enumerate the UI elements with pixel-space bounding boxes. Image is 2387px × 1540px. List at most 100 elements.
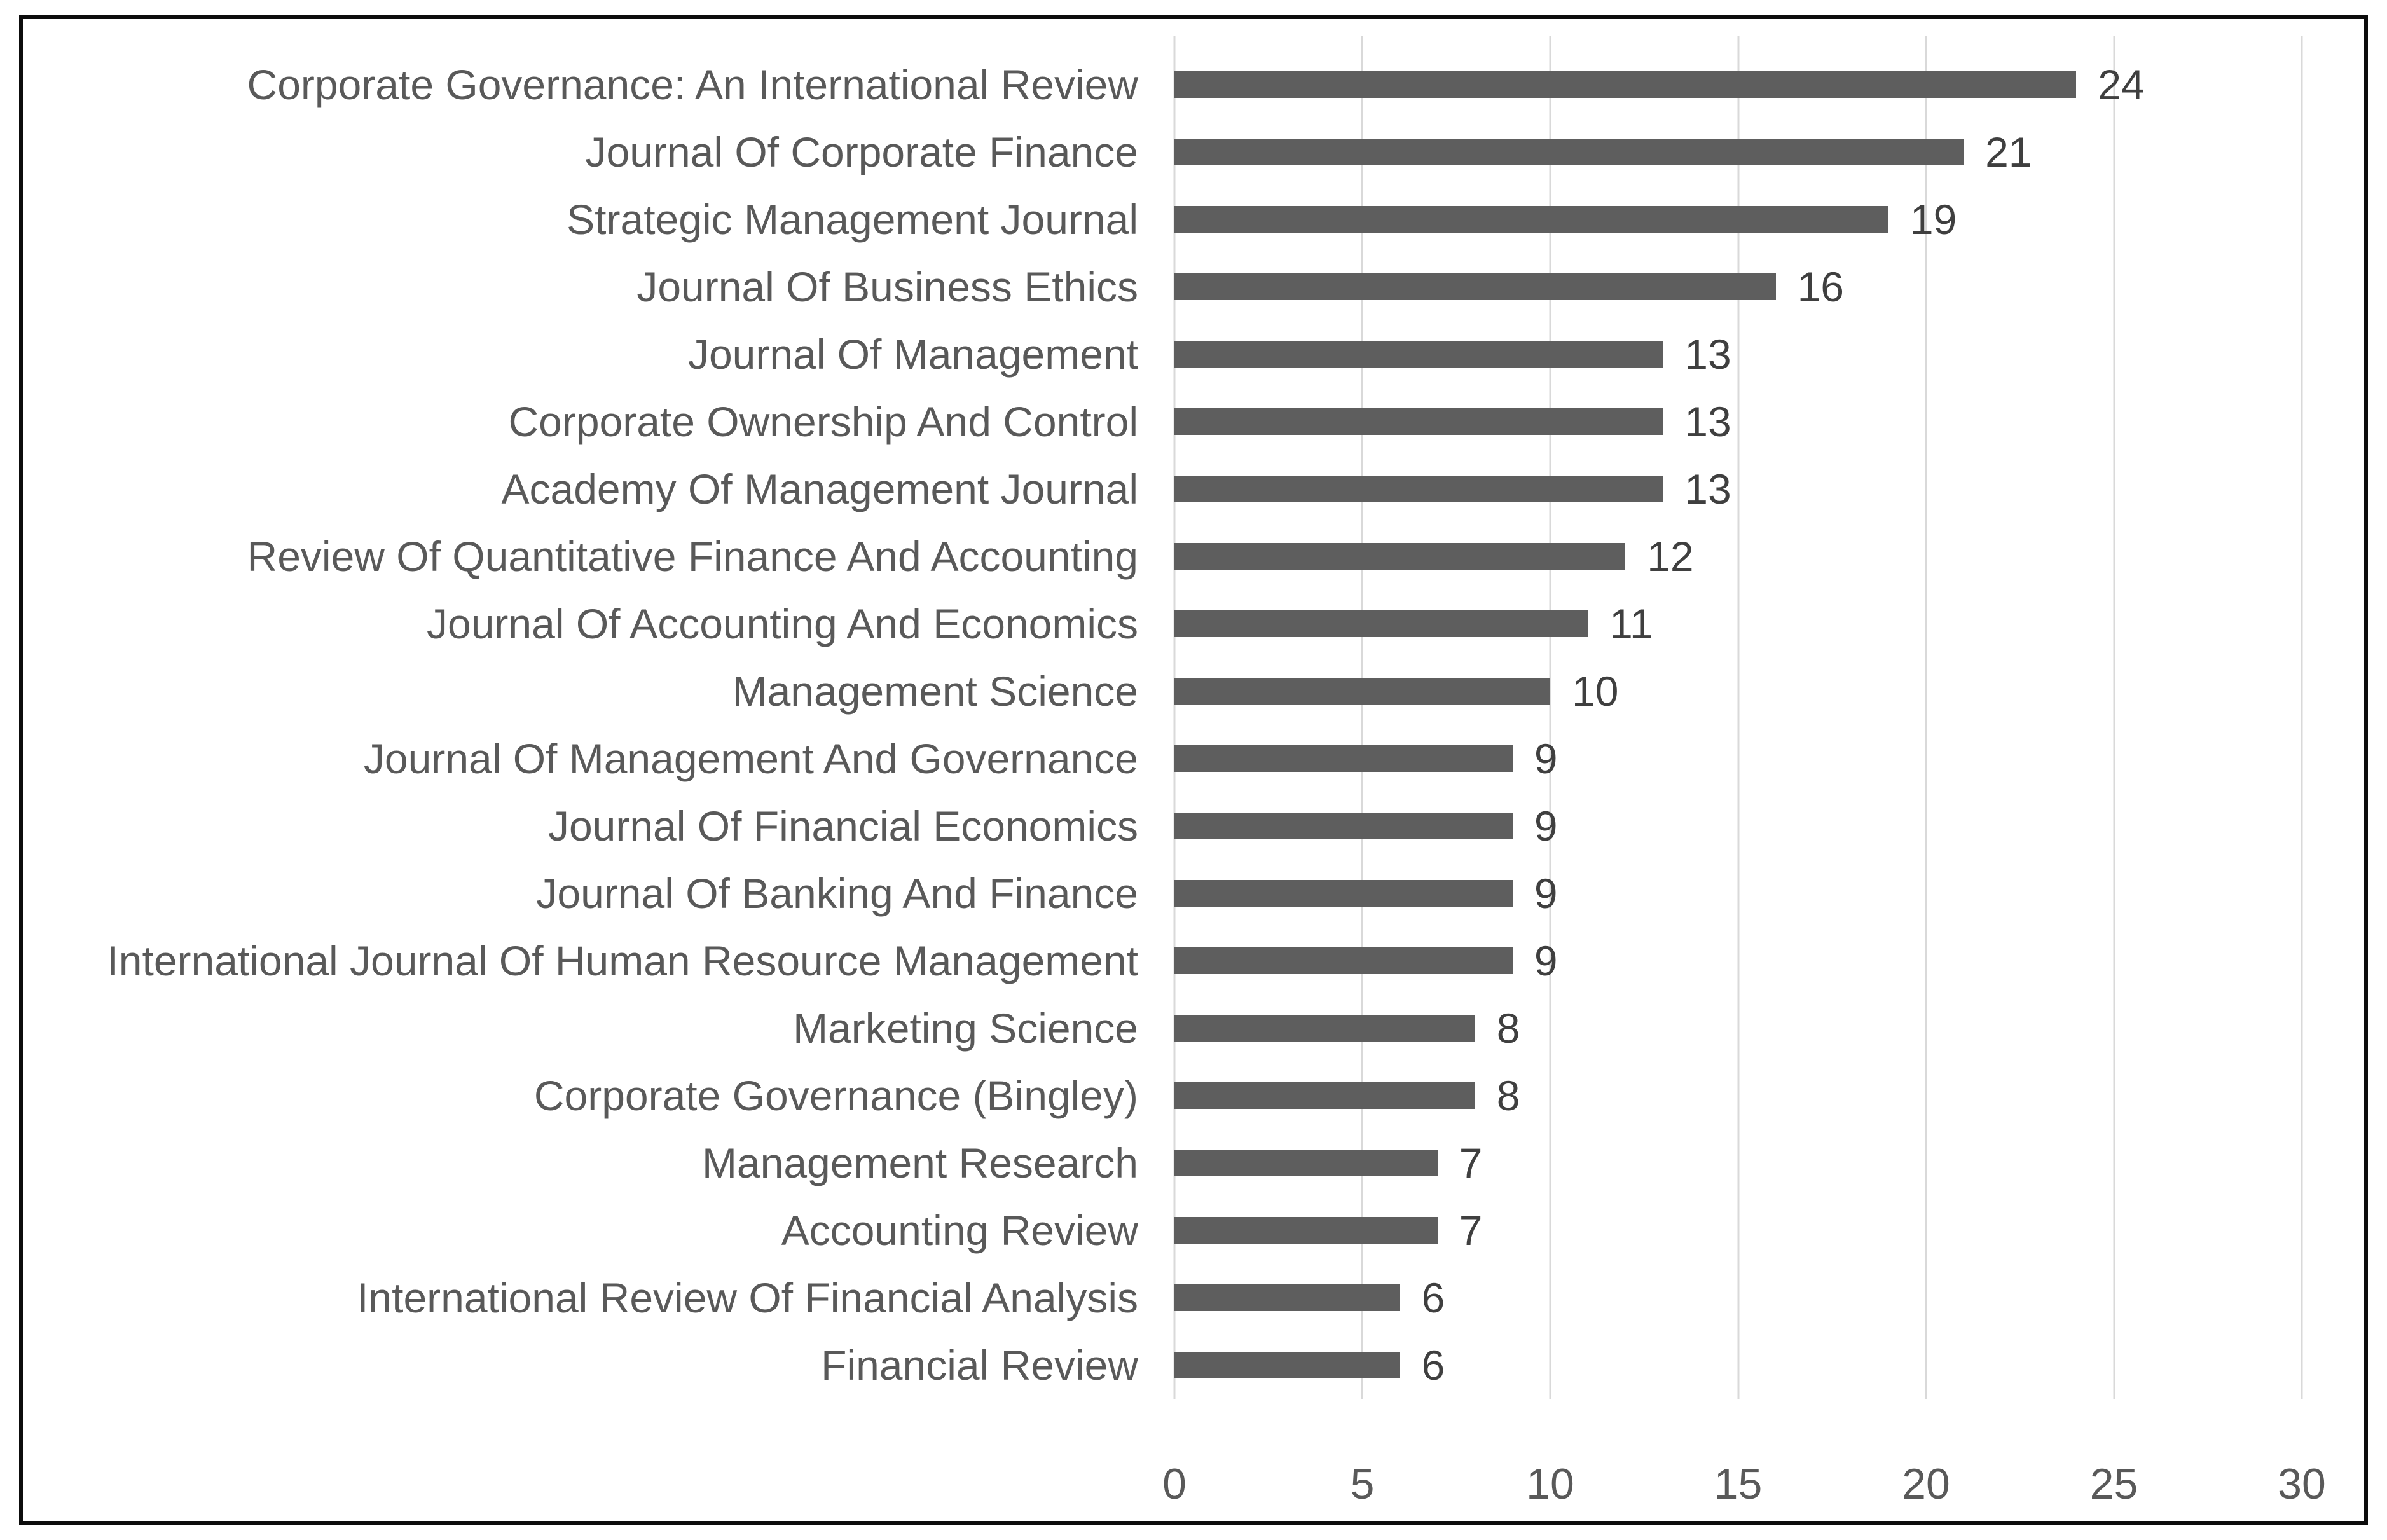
value-label: 9 bbox=[1534, 735, 1558, 782]
bar-track: 7 bbox=[1174, 1197, 2302, 1264]
category-label: Corporate Governance (Bingley) bbox=[533, 1072, 1138, 1119]
bar-row: International Journal Of Human Resource … bbox=[23, 927, 2364, 994]
bar bbox=[1174, 947, 1513, 974]
category-label: Management Research bbox=[701, 1139, 1138, 1186]
bar-row: Journal Of Management And Governance 9 bbox=[23, 725, 2364, 792]
value-label: 10 bbox=[1571, 668, 1619, 715]
category-label: International Journal Of Human Resource … bbox=[107, 937, 1138, 984]
bar-track: 19 bbox=[1174, 186, 2302, 253]
bar-track: 13 bbox=[1174, 388, 2302, 455]
value-label: 7 bbox=[1459, 1139, 1483, 1186]
bar bbox=[1174, 1082, 1475, 1109]
bar-row: Academy Of Management Journal 13 bbox=[23, 455, 2364, 523]
bar-row: Journal Of Corporate Finance 21 bbox=[23, 118, 2364, 186]
value-label: 13 bbox=[1684, 465, 1731, 512]
bar-track: 8 bbox=[1174, 1062, 2302, 1129]
category-label: Journal Of Management bbox=[687, 331, 1138, 378]
bar bbox=[1174, 71, 2077, 98]
x-tick-label: 5 bbox=[1350, 1460, 1375, 1508]
bar-row: Marketing Science 8 bbox=[23, 994, 2364, 1062]
value-label: 9 bbox=[1534, 937, 1558, 984]
value-label: 24 bbox=[2098, 61, 2145, 108]
bar-row: Corporate Ownership And Control 13 bbox=[23, 388, 2364, 455]
value-label: 9 bbox=[1534, 802, 1558, 849]
category-label: Academy Of Management Journal bbox=[501, 465, 1138, 512]
value-label: 6 bbox=[1421, 1274, 1445, 1321]
gridline bbox=[1549, 36, 1551, 1399]
x-axis: 0 5 10 15 20 25 30 bbox=[1162, 1460, 2326, 1520]
category-label: Journal Of Corporate Finance bbox=[585, 128, 1138, 175]
bar-track: 21 bbox=[1174, 118, 2302, 186]
value-label: 16 bbox=[1797, 263, 1845, 310]
category-label: Strategic Management Journal bbox=[567, 196, 1138, 243]
x-tick-label: 25 bbox=[2089, 1460, 2138, 1508]
bar-row: Journal Of Financial Economics 9 bbox=[23, 792, 2364, 860]
category-label: Corporate Governance: An International R… bbox=[247, 61, 1138, 108]
bar bbox=[1174, 745, 1513, 772]
category-label: Journal Of Financial Economics bbox=[547, 802, 1138, 849]
category-label: Journal Of Management And Governance bbox=[363, 735, 1138, 782]
gridline bbox=[1173, 36, 1176, 1399]
chart-frame: Corporate Governance: An International R… bbox=[19, 15, 2368, 1525]
x-tick-label: 30 bbox=[2278, 1460, 2326, 1508]
bar-row: Journal Of Accounting And Economics 11 bbox=[23, 590, 2364, 657]
value-label: 12 bbox=[1647, 533, 1694, 580]
bar-track: 9 bbox=[1174, 725, 2302, 792]
value-label: 8 bbox=[1496, 1072, 1520, 1119]
bar-track: 9 bbox=[1174, 927, 2302, 994]
value-label: 13 bbox=[1684, 331, 1731, 378]
bar-row: International Review Of Financial Analys… bbox=[23, 1264, 2364, 1331]
x-tick-label: 15 bbox=[1714, 1460, 1763, 1508]
value-label: 19 bbox=[1909, 196, 1957, 243]
bar-row: Management Science 10 bbox=[23, 657, 2364, 725]
bar bbox=[1174, 678, 1550, 705]
bar bbox=[1174, 1150, 1438, 1176]
bar bbox=[1174, 139, 1964, 165]
value-label: 7 bbox=[1459, 1207, 1483, 1254]
category-label: Accounting Review bbox=[781, 1207, 1138, 1254]
bar bbox=[1174, 1352, 1400, 1378]
bar-track: 9 bbox=[1174, 860, 2302, 927]
bar bbox=[1174, 476, 1663, 502]
value-label: 9 bbox=[1534, 870, 1558, 917]
bar-track: 7 bbox=[1174, 1129, 2302, 1197]
category-label: International Review Of Financial Analys… bbox=[357, 1274, 1138, 1321]
x-tick-label: 0 bbox=[1162, 1460, 1187, 1508]
category-label: Corporate Ownership And Control bbox=[508, 398, 1138, 445]
value-label: 6 bbox=[1421, 1342, 1445, 1389]
gridlines bbox=[1173, 36, 2303, 1399]
plot-area: Corporate Governance: An International R… bbox=[23, 19, 2364, 1521]
bar-row: Journal Of Banking And Finance 9 bbox=[23, 860, 2364, 927]
gridline bbox=[2301, 36, 2303, 1399]
bar-row: Corporate Governance: An International R… bbox=[23, 51, 2364, 118]
bar-track: 6 bbox=[1174, 1331, 2302, 1399]
bar-track: 13 bbox=[1174, 455, 2302, 523]
category-label: Journal Of Banking And Finance bbox=[536, 870, 1138, 917]
bar bbox=[1174, 543, 1626, 570]
bar-rows: Corporate Governance: An International R… bbox=[23, 51, 2364, 1399]
value-label: 21 bbox=[1985, 128, 2032, 175]
bar-row: Management Research 7 bbox=[23, 1129, 2364, 1197]
bar bbox=[1174, 610, 1588, 637]
bar bbox=[1174, 206, 1888, 233]
bar bbox=[1174, 880, 1513, 907]
bar bbox=[1174, 341, 1663, 368]
gridline bbox=[1361, 36, 1363, 1399]
category-label: Journal Of Accounting And Economics bbox=[427, 600, 1138, 647]
gridline bbox=[1737, 36, 1739, 1399]
x-tick-label: 20 bbox=[1902, 1460, 1950, 1508]
bar-track: 16 bbox=[1174, 253, 2302, 320]
bar-track: 24 bbox=[1174, 51, 2302, 118]
bar-track: 6 bbox=[1174, 1264, 2302, 1331]
category-label: Management Science bbox=[732, 668, 1138, 715]
gridline bbox=[1925, 36, 1927, 1399]
bar-track: 12 bbox=[1174, 523, 2302, 590]
bar bbox=[1174, 1217, 1438, 1244]
bar-track: 13 bbox=[1174, 320, 2302, 388]
bar-row: Financial Review 6 bbox=[23, 1331, 2364, 1399]
bar bbox=[1174, 1284, 1400, 1311]
bar-row: Review Of Quantitative Finance And Accou… bbox=[23, 523, 2364, 590]
bar-track: 8 bbox=[1174, 994, 2302, 1062]
bar-row: Journal Of Business Ethics 16 bbox=[23, 253, 2364, 320]
value-label: 11 bbox=[1609, 600, 1653, 647]
